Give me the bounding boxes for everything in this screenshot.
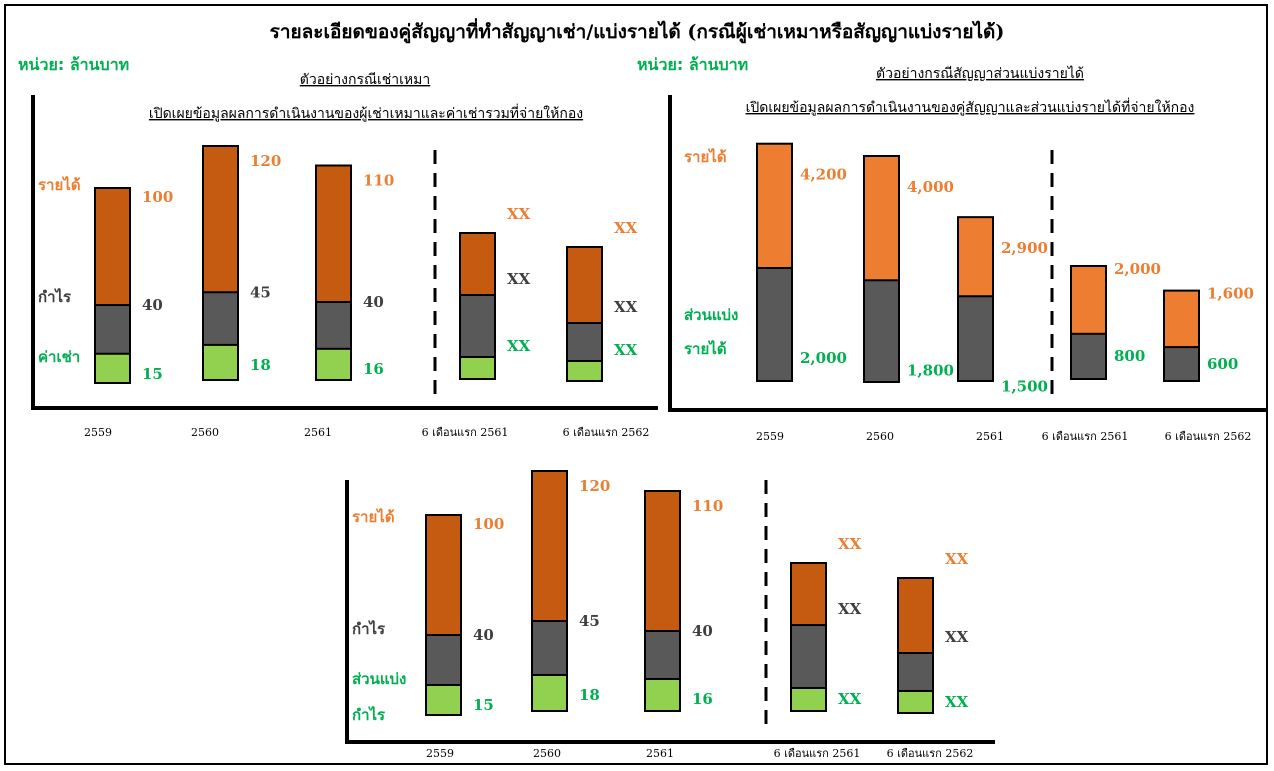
data-label-0-2: 110 [363, 172, 394, 190]
bar-1-0 [757, 268, 792, 381]
bar-2-3 [791, 688, 826, 711]
bar-2-3 [460, 357, 495, 379]
data-label-1-1: 45 [250, 283, 271, 301]
bar-2-2 [316, 349, 351, 380]
x-tick-label: 2560 [533, 747, 561, 760]
x-tick-label: 2560 [191, 426, 219, 439]
data-label-2-1: 18 [579, 686, 600, 704]
x-tick-label: 6 เดือนแรก 2561 [1042, 430, 1129, 443]
data-label-1-0: 40 [142, 296, 163, 314]
x-tick-label: 2561 [304, 426, 332, 439]
x-tick-label: 2560 [866, 430, 894, 443]
x-tick-label: 6 เดือนแรก 2562 [1165, 430, 1252, 443]
chart-profit-share: รายได้กำไรส่วนแบ่งกำไร100401525591204518… [345, 471, 995, 760]
data-label-2-1: 18 [250, 356, 271, 374]
bar-2-0 [426, 685, 461, 715]
data-label-1-0: 2,000 [800, 349, 847, 367]
x-tick-label: 2561 [646, 747, 674, 760]
x-tick-label: 2559 [756, 430, 784, 443]
data-label-0-4: XX [945, 550, 969, 568]
data-label-0-4: 1,600 [1207, 285, 1254, 303]
data-label-1-4: XX [614, 298, 638, 316]
x-tick-label: 2561 [976, 430, 1004, 443]
page-title: รายละเอียดของคู่สัญญาที่ทำสัญญาเช่า/แบ่ง… [270, 18, 1005, 44]
data-label-0-0: 4,200 [800, 166, 847, 184]
bar-2-4 [898, 691, 933, 713]
bar-1-4 [1164, 347, 1199, 381]
bar-2-2 [645, 679, 680, 711]
data-label-2-3: XX [507, 337, 531, 355]
bar-2-4 [567, 361, 602, 381]
series-label-2: กำไร [352, 705, 386, 724]
data-label-1-4: XX [945, 628, 969, 646]
data-label-1-1: 1,800 [907, 361, 954, 379]
series-label-0: รายได้ [38, 175, 81, 194]
series-label-1: กำไร [38, 287, 72, 306]
data-label-0-4: XX [614, 219, 638, 237]
data-label-0-3: XX [838, 535, 862, 553]
data-label-0-2: 2,900 [1001, 239, 1048, 257]
data-label-2-2: 16 [692, 690, 713, 708]
series-label-0: รายได้ [352, 507, 395, 526]
chart-description: เปิดเผยข้อมูลผลการดำเนินงานของผู้เช่าเหม… [149, 104, 583, 122]
unit-label: หน่วย: ล้านบาท [18, 55, 129, 74]
data-label-1-3: XX [507, 270, 531, 288]
data-label-1-4: 600 [1207, 355, 1238, 373]
bar-1-2 [958, 296, 993, 381]
data-label-1-2: 40 [363, 293, 384, 311]
data-label-2-4: XX [614, 341, 638, 359]
data-label-0-2: 110 [692, 497, 723, 515]
data-label-2-0: 15 [473, 696, 494, 714]
series-label-2: ส่วนแบ่ง [352, 670, 406, 688]
data-label-1-3: XX [838, 600, 862, 618]
data-label-2-3: XX [838, 690, 862, 708]
x-tick-label: 6 เดือนแรก 2561 [774, 747, 861, 760]
data-label-2-4: XX [945, 693, 969, 711]
data-label-0-0: 100 [142, 188, 173, 206]
x-tick-label: 6 เดือนแรก 2562 [887, 747, 974, 760]
data-label-0-1: 120 [579, 477, 610, 495]
series-label-2: ค่าเช่า [38, 348, 80, 366]
series-label-1: รายได้ [684, 339, 727, 358]
bar-2-1 [203, 345, 238, 380]
bar-2-0 [95, 354, 130, 383]
unit-label: หน่วย: ล้านบาท [637, 55, 748, 74]
bar-1-3 [1071, 334, 1106, 379]
series-label-1: ส่วนแบ่ง [684, 306, 738, 324]
chart-revenue-share: หน่วย: ล้านบาทตัวอย่างกรณีสัญญาส่วนแบ่งร… [637, 55, 1268, 443]
data-label-0-3: XX [507, 205, 531, 223]
bar-1-1 [864, 280, 899, 382]
data-label-2-0: 15 [142, 365, 163, 383]
data-label-0-1: 4,000 [907, 178, 954, 196]
data-label-1-0: 40 [473, 626, 494, 644]
chart-description: เปิดเผยข้อมูลผลการดำเนินงานของคู่สัญญาแล… [746, 98, 1195, 116]
series-label-1: กำไร [352, 619, 386, 638]
chart-subtitle: ตัวอย่างกรณีเช่าเหมา [300, 72, 431, 88]
x-tick-label: 6 เดือนแรก 2562 [563, 426, 650, 439]
bar-2-1 [532, 675, 567, 711]
series-label-0: รายได้ [684, 147, 727, 166]
data-label-0-0: 100 [473, 515, 504, 533]
data-label-1-2: 40 [692, 622, 713, 640]
data-label-2-2: 16 [363, 360, 384, 378]
data-label-1-3: 800 [1114, 347, 1145, 365]
chart-subtitle: ตัวอย่างกรณีสัญญาส่วนแบ่งรายได้ [876, 65, 1084, 82]
data-label-1-2: 1,500 [1001, 377, 1048, 395]
data-label-0-1: 120 [250, 152, 281, 170]
x-tick-label: 2559 [84, 426, 112, 439]
chart-lease: หน่วย: ล้านบาทตัวอย่างกรณีเช่าเหมาเปิดเผ… [18, 55, 658, 439]
data-label-1-1: 45 [579, 612, 600, 630]
x-tick-label: 6 เดือนแรก 2561 [422, 426, 509, 439]
data-label-0-3: 2,000 [1114, 260, 1161, 278]
x-tick-label: 2559 [426, 747, 454, 760]
